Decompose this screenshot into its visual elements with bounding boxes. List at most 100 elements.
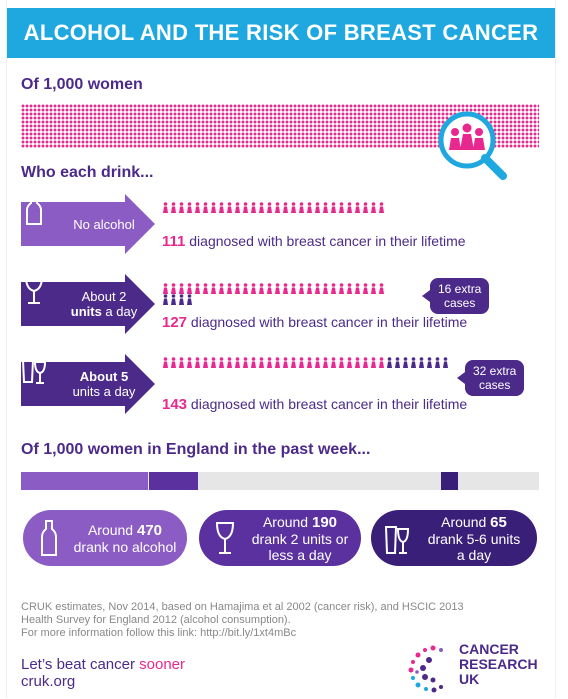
woman-diagnosed-icon (331, 202, 336, 213)
woman-diagnosed-icon (267, 202, 272, 213)
woman-diagnosed-icon (267, 357, 272, 368)
cruk-logo-icon (408, 645, 443, 693)
woman-extra-case-icon (403, 357, 408, 368)
woman-diagnosed-icon (163, 202, 168, 213)
woman-diagnosed-icon (203, 357, 208, 368)
woman-diagnosed-icon (227, 283, 232, 294)
woman-diagnosed-icon (275, 357, 280, 368)
people-row-5-units (162, 357, 452, 368)
woman-diagnosed-icon (235, 357, 240, 368)
woman-diagnosed-icon (187, 283, 192, 294)
woman-diagnosed-icon (371, 283, 376, 294)
woman-diagnosed-icon (203, 202, 208, 213)
woman-diagnosed-icon (251, 357, 256, 368)
woman-diagnosed-icon (291, 202, 296, 213)
woman-diagnosed-icon (379, 283, 384, 294)
section-heading-who-drink: Who each drink... (21, 164, 154, 181)
woman-diagnosed-icon (299, 283, 304, 294)
woman-extra-case-icon (411, 357, 416, 368)
infographic: ALCOHOL AND THE RISK OF BREAST CANCER Of… (6, 0, 556, 698)
woman-diagnosed-icon (195, 283, 200, 294)
woman-diagnosed-icon (187, 202, 192, 213)
woman-diagnosed-icon (299, 202, 304, 213)
woman-diagnosed-icon (275, 283, 280, 294)
magnifier-icon (438, 111, 507, 180)
woman-diagnosed-icon (219, 357, 224, 368)
cruk-logo: CANCER RESEARCH UK (403, 640, 543, 694)
website-link[interactable]: cruk.org (21, 673, 76, 690)
bar-segment-5-6-units (441, 472, 458, 490)
slogan: Let’s beat cancer sooner (21, 656, 186, 673)
woman-diagnosed-icon (259, 202, 264, 213)
woman-diagnosed-icon (171, 357, 176, 368)
woman-diagnosed-icon (219, 283, 224, 294)
woman-diagnosed-icon (171, 283, 176, 294)
woman-diagnosed-icon (307, 357, 312, 368)
woman-diagnosed-icon (163, 283, 168, 294)
cruk-logo-text: CANCER RESEARCH UK (459, 641, 538, 687)
woman-diagnosed-icon (219, 202, 224, 213)
arrow-2-units: About 2 units a day (21, 274, 155, 334)
woman-diagnosed-icon (379, 357, 384, 368)
woman-diagnosed-icon (339, 283, 344, 294)
extra-cases-badge-5-units: 32 extra cases (456, 360, 525, 396)
woman-diagnosed-icon (323, 357, 328, 368)
woman-diagnosed-icon (187, 357, 192, 368)
arrow-no-alcohol: No alcohol (21, 194, 155, 254)
woman-diagnosed-icon (323, 202, 328, 213)
woman-diagnosed-icon (355, 283, 360, 294)
woman-diagnosed-icon (211, 357, 216, 368)
more-info-link[interactable]: For more information follow this link: h… (21, 627, 297, 639)
bar-segment-no-alcohol (21, 472, 148, 490)
wine-glass-icon (215, 522, 235, 554)
wine-glass-icon (24, 276, 44, 304)
page-title: ALCOHOL AND THE RISK OF BREAST CANCER (7, 8, 555, 58)
woman-extra-case-icon (387, 357, 392, 368)
woman-diagnosed-icon (227, 357, 232, 368)
arrow-5-units: About 5 units a day (21, 354, 155, 414)
woman-extra-case-icon (163, 294, 168, 305)
woman-diagnosed-icon (243, 283, 248, 294)
bar-segment-2-units (149, 472, 198, 490)
woman-diagnosed-icon (363, 283, 368, 294)
bottle-icon (41, 520, 57, 556)
section-heading-1000-women: Of 1,000 women (21, 76, 143, 93)
woman-diagnosed-icon (331, 357, 336, 368)
woman-extra-case-icon (179, 294, 184, 305)
section-heading-england: Of 1,000 women in England in the past we… (21, 441, 371, 458)
woman-diagnosed-icon (339, 202, 344, 213)
bottle-icon (26, 195, 42, 225)
woman-diagnosed-icon (203, 283, 208, 294)
woman-diagnosed-icon (355, 357, 360, 368)
woman-diagnosed-icon (283, 357, 288, 368)
woman-diagnosed-icon (227, 202, 232, 213)
woman-diagnosed-icon (371, 357, 376, 368)
woman-diagnosed-icon (211, 202, 216, 213)
diagnosis-text-2-units: 127 diagnosed with breast cancer in thei… (162, 314, 468, 331)
woman-diagnosed-icon (347, 202, 352, 213)
woman-diagnosed-icon (307, 283, 312, 294)
woman-diagnosed-icon (299, 357, 304, 368)
woman-diagnosed-icon (283, 283, 288, 294)
woman-diagnosed-icon (251, 202, 256, 213)
woman-diagnosed-icon (243, 202, 248, 213)
woman-diagnosed-icon (267, 283, 272, 294)
woman-diagnosed-icon (315, 283, 320, 294)
woman-diagnosed-icon (251, 283, 256, 294)
woman-diagnosed-icon (291, 283, 296, 294)
woman-diagnosed-icon (355, 202, 360, 213)
woman-diagnosed-icon (315, 357, 320, 368)
woman-diagnosed-icon (171, 202, 176, 213)
arrow-label: About 5 units a day (72, 369, 136, 399)
arrow-label: About 2 units a day (70, 289, 138, 319)
diagnosis-text-5-units: 143 diagnosed with breast cancer in thei… (162, 396, 468, 413)
diagnosis-text-no-alcohol: 111 diagnosed with breast cancer in thei… (162, 233, 466, 250)
woman-diagnosed-icon (235, 283, 240, 294)
woman-diagnosed-icon (371, 202, 376, 213)
woman-diagnosed-icon (363, 357, 368, 368)
woman-extra-case-icon (419, 357, 424, 368)
source-footnote: CRUK estimates, Nov 2014, based on Hamaj… (21, 601, 521, 640)
people-row-no-alcohol (162, 202, 392, 213)
woman-diagnosed-icon (259, 357, 264, 368)
woman-diagnosed-icon (323, 283, 328, 294)
